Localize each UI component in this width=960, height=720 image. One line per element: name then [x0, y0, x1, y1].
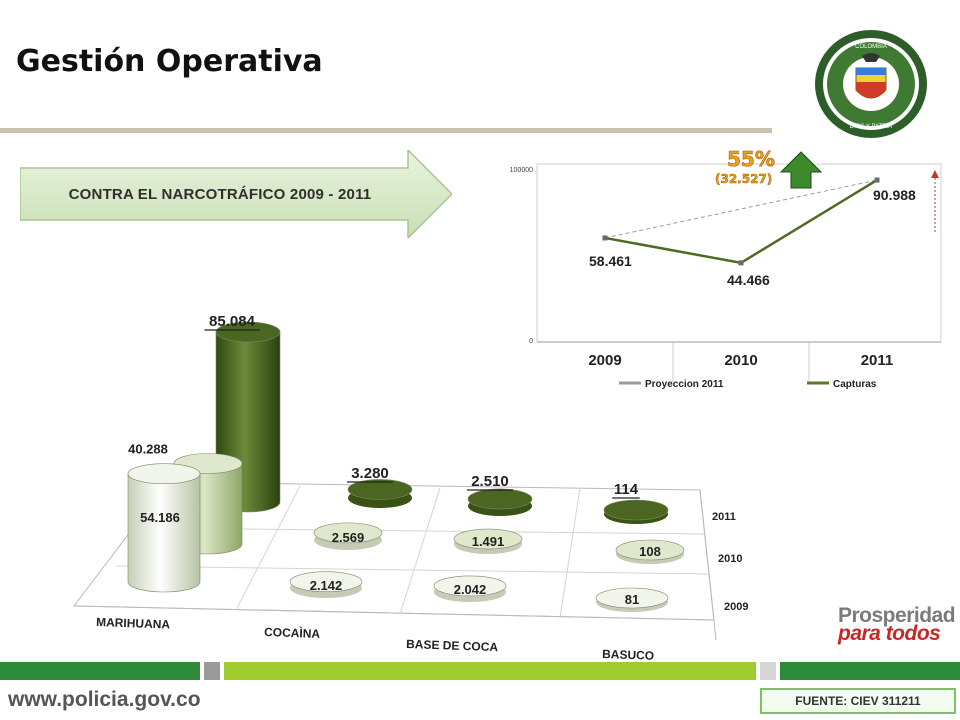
cylinder-cap [433, 575, 507, 597]
x-tick-label: 2011 [861, 352, 894, 369]
prosperidad-logo: Prosperidad para todos [836, 604, 956, 654]
data-label: 58.461 [589, 253, 632, 269]
data-label: 1.491 [472, 534, 505, 549]
data-label: 3.280 [351, 465, 389, 482]
category-label: MARIHUANA [96, 615, 171, 632]
depth-label: 2009 [724, 601, 748, 613]
source-label: FUENTE: CIEV 311211 [760, 688, 956, 714]
cylinder-cap [603, 499, 669, 521]
x-tick-label: 2009 [588, 352, 621, 369]
cylinder-bar [127, 473, 201, 593]
category-label: BASUCO [602, 647, 654, 663]
series-line-capturas [604, 178, 878, 265]
data-label: 2.042 [454, 582, 487, 597]
page-title: Gestión Operativa [16, 44, 323, 79]
increase-percent: 55% [727, 150, 775, 171]
cylinder-cap [347, 479, 413, 500]
legend: Proyeccion 2011 Capturas [619, 379, 877, 390]
data-label: 90.988 [873, 187, 916, 203]
logo-line2: para todos [838, 622, 941, 645]
footer-color-bar [0, 662, 960, 680]
data-label: 2.569 [332, 530, 365, 545]
category-label: COCAÌNA [264, 624, 321, 641]
police-seal-logo: COLOMBIA DIOS Y PATRIA [815, 30, 927, 138]
up-arrow-icon [779, 151, 823, 189]
data-label: 108 [639, 544, 661, 559]
data-label: 2.142 [310, 578, 343, 593]
cylinder-cap [615, 539, 685, 561]
depth-label: 2010 [718, 553, 742, 565]
section-banner-arrow: CONTRA EL NARCOTRÁFICO 2009 - 2011 [20, 150, 452, 238]
depth-label: 2011 [712, 511, 736, 523]
svg-text:COLOMBIA: COLOMBIA [855, 44, 887, 50]
data-label: 54.186 [140, 510, 180, 525]
cylinder-cap [467, 488, 533, 510]
capturas-line-chart: 100000 0 58.461 44.466 90.988 2009 2010 20… [510, 150, 942, 390]
data-label: 81 [625, 592, 639, 607]
svg-text:DIOS Y PATRIA: DIOS Y PATRIA [850, 124, 893, 130]
cylinder-cap [127, 463, 201, 485]
trend-arrow-head [931, 170, 939, 178]
cylinder-cap [453, 528, 523, 550]
data-label: 2.510 [471, 473, 509, 490]
data-label: 44.466 [727, 272, 770, 288]
series-line-proyeccion [604, 179, 878, 239]
website-link[interactable]: www.policia.gov.co [8, 688, 201, 711]
data-point [602, 235, 608, 241]
logo-line1: Prosperidad [838, 604, 956, 627]
cylinder-cap [595, 587, 669, 609]
legend-label: Capturas [833, 379, 877, 390]
y-tick-label: 100000 [510, 167, 533, 174]
cylinder-cap [313, 522, 383, 544]
data-label: 114 [614, 481, 639, 498]
x-tick-label: 2010 [724, 352, 757, 369]
increase-delta: (32.527) [715, 172, 772, 186]
category-label: BASE DE COCA [406, 637, 499, 654]
data-label: 85.084 [209, 313, 256, 330]
cylinder-cap [289, 571, 363, 593]
y-tick-label: 0 [529, 338, 533, 345]
data-label: 40.288 [128, 442, 168, 457]
banner-label: CONTRA EL NARCOTRÁFICO 2009 - 2011 [68, 185, 372, 203]
cylinder-cap [215, 321, 281, 343]
data-point [738, 260, 744, 266]
legend-label: Proyeccion 2011 [645, 379, 724, 390]
data-point [874, 177, 880, 183]
title-divider [0, 128, 772, 133]
incautaciones-3d-chart: 85.084 3.280 2.510 114 40.288 2.569 1.491 108 54… [73, 313, 748, 663]
